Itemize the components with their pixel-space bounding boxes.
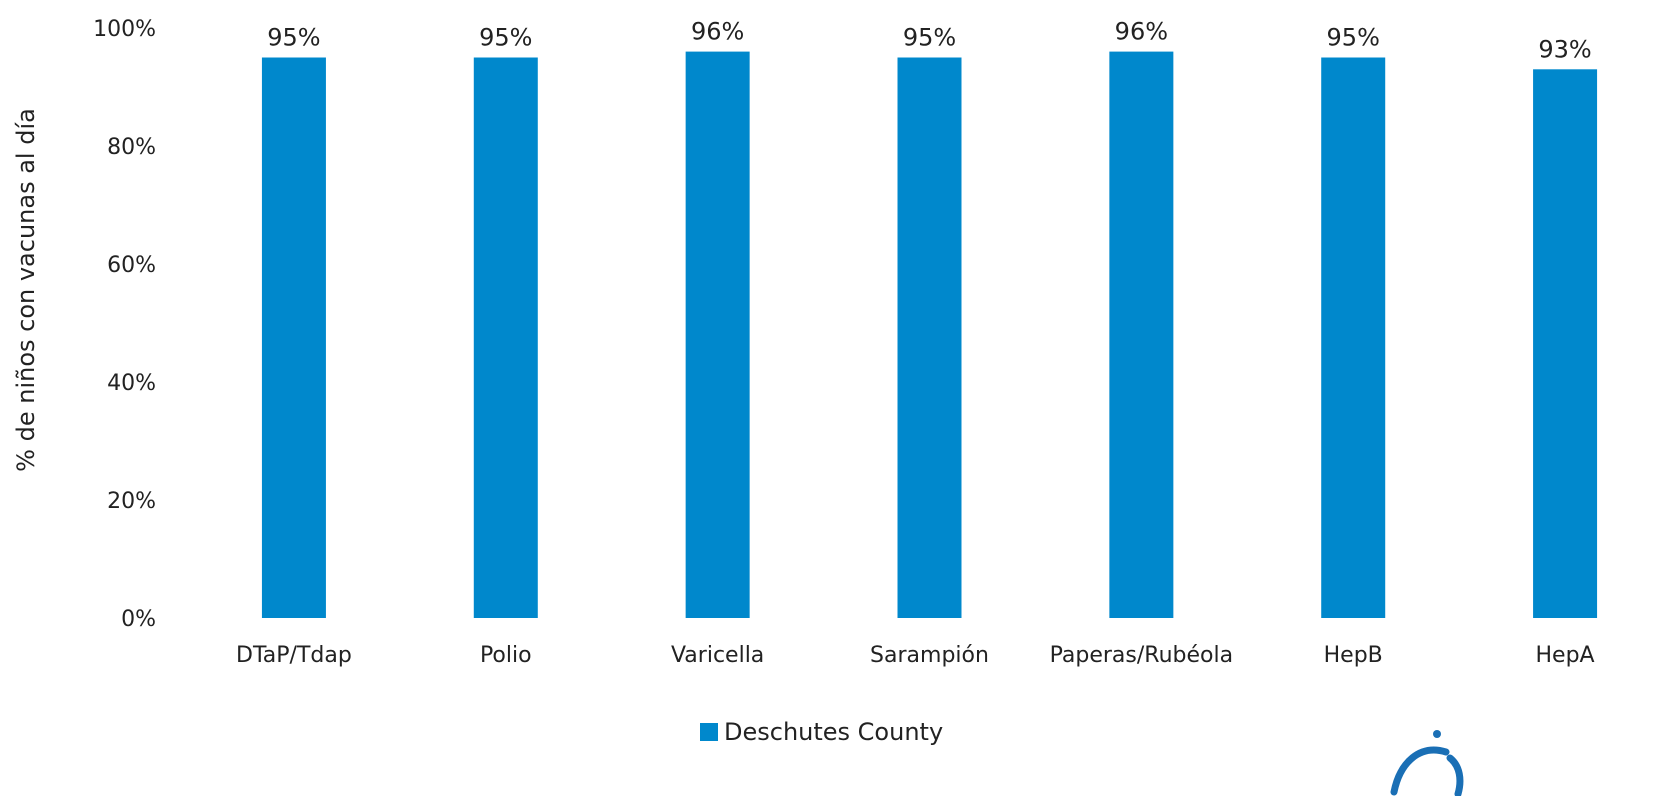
data-label: 95% [1327,24,1380,52]
data-label: 95% [267,24,320,52]
bar [473,57,538,618]
data-labels: 95% 95% 96% 95% 96% 95% 93% [267,18,1591,64]
x-tick-label: DTaP/Tdap [236,643,352,668]
x-tick-label: Polio [480,643,532,668]
bar [261,57,326,618]
y-tick-label: 80% [107,135,156,160]
x-tick-label: Varicella [671,643,764,668]
y-axis-ticks: 0% 20% 40% 60% 80% 100% [93,17,156,632]
y-tick-label: 0% [121,607,156,632]
bars [261,51,1598,619]
x-axis-ticks: DTaP/Tdap Polio Varicella Sarampión Paperas/… [236,643,1595,668]
bar [1533,69,1598,619]
x-tick-label: HepA [1536,643,1595,668]
data-label: 96% [1115,18,1168,46]
data-label: 95% [903,24,956,52]
x-tick-label: Sarampión [870,643,989,668]
y-tick-label: 100% [93,17,156,42]
y-tick-label: 40% [107,371,156,396]
bar [897,57,962,618]
data-label: 95% [479,24,532,52]
data-label: 96% [691,18,744,46]
bar [685,51,750,619]
legend-label: Deschutes County [724,718,944,746]
x-tick-label: HepB [1324,643,1383,668]
data-label: 93% [1538,35,1591,63]
legend-swatch [700,723,718,741]
bar [1321,57,1386,618]
y-axis-label: % de niños con vacunas al día [12,108,40,472]
y-tick-label: 60% [107,253,156,278]
bar [1109,51,1174,619]
y-tick-label: 20% [107,489,156,514]
legend: Deschutes County [700,718,943,746]
logo-mark-icon [1390,730,1464,796]
x-tick-label: Paperas/Rubéola [1050,643,1233,668]
